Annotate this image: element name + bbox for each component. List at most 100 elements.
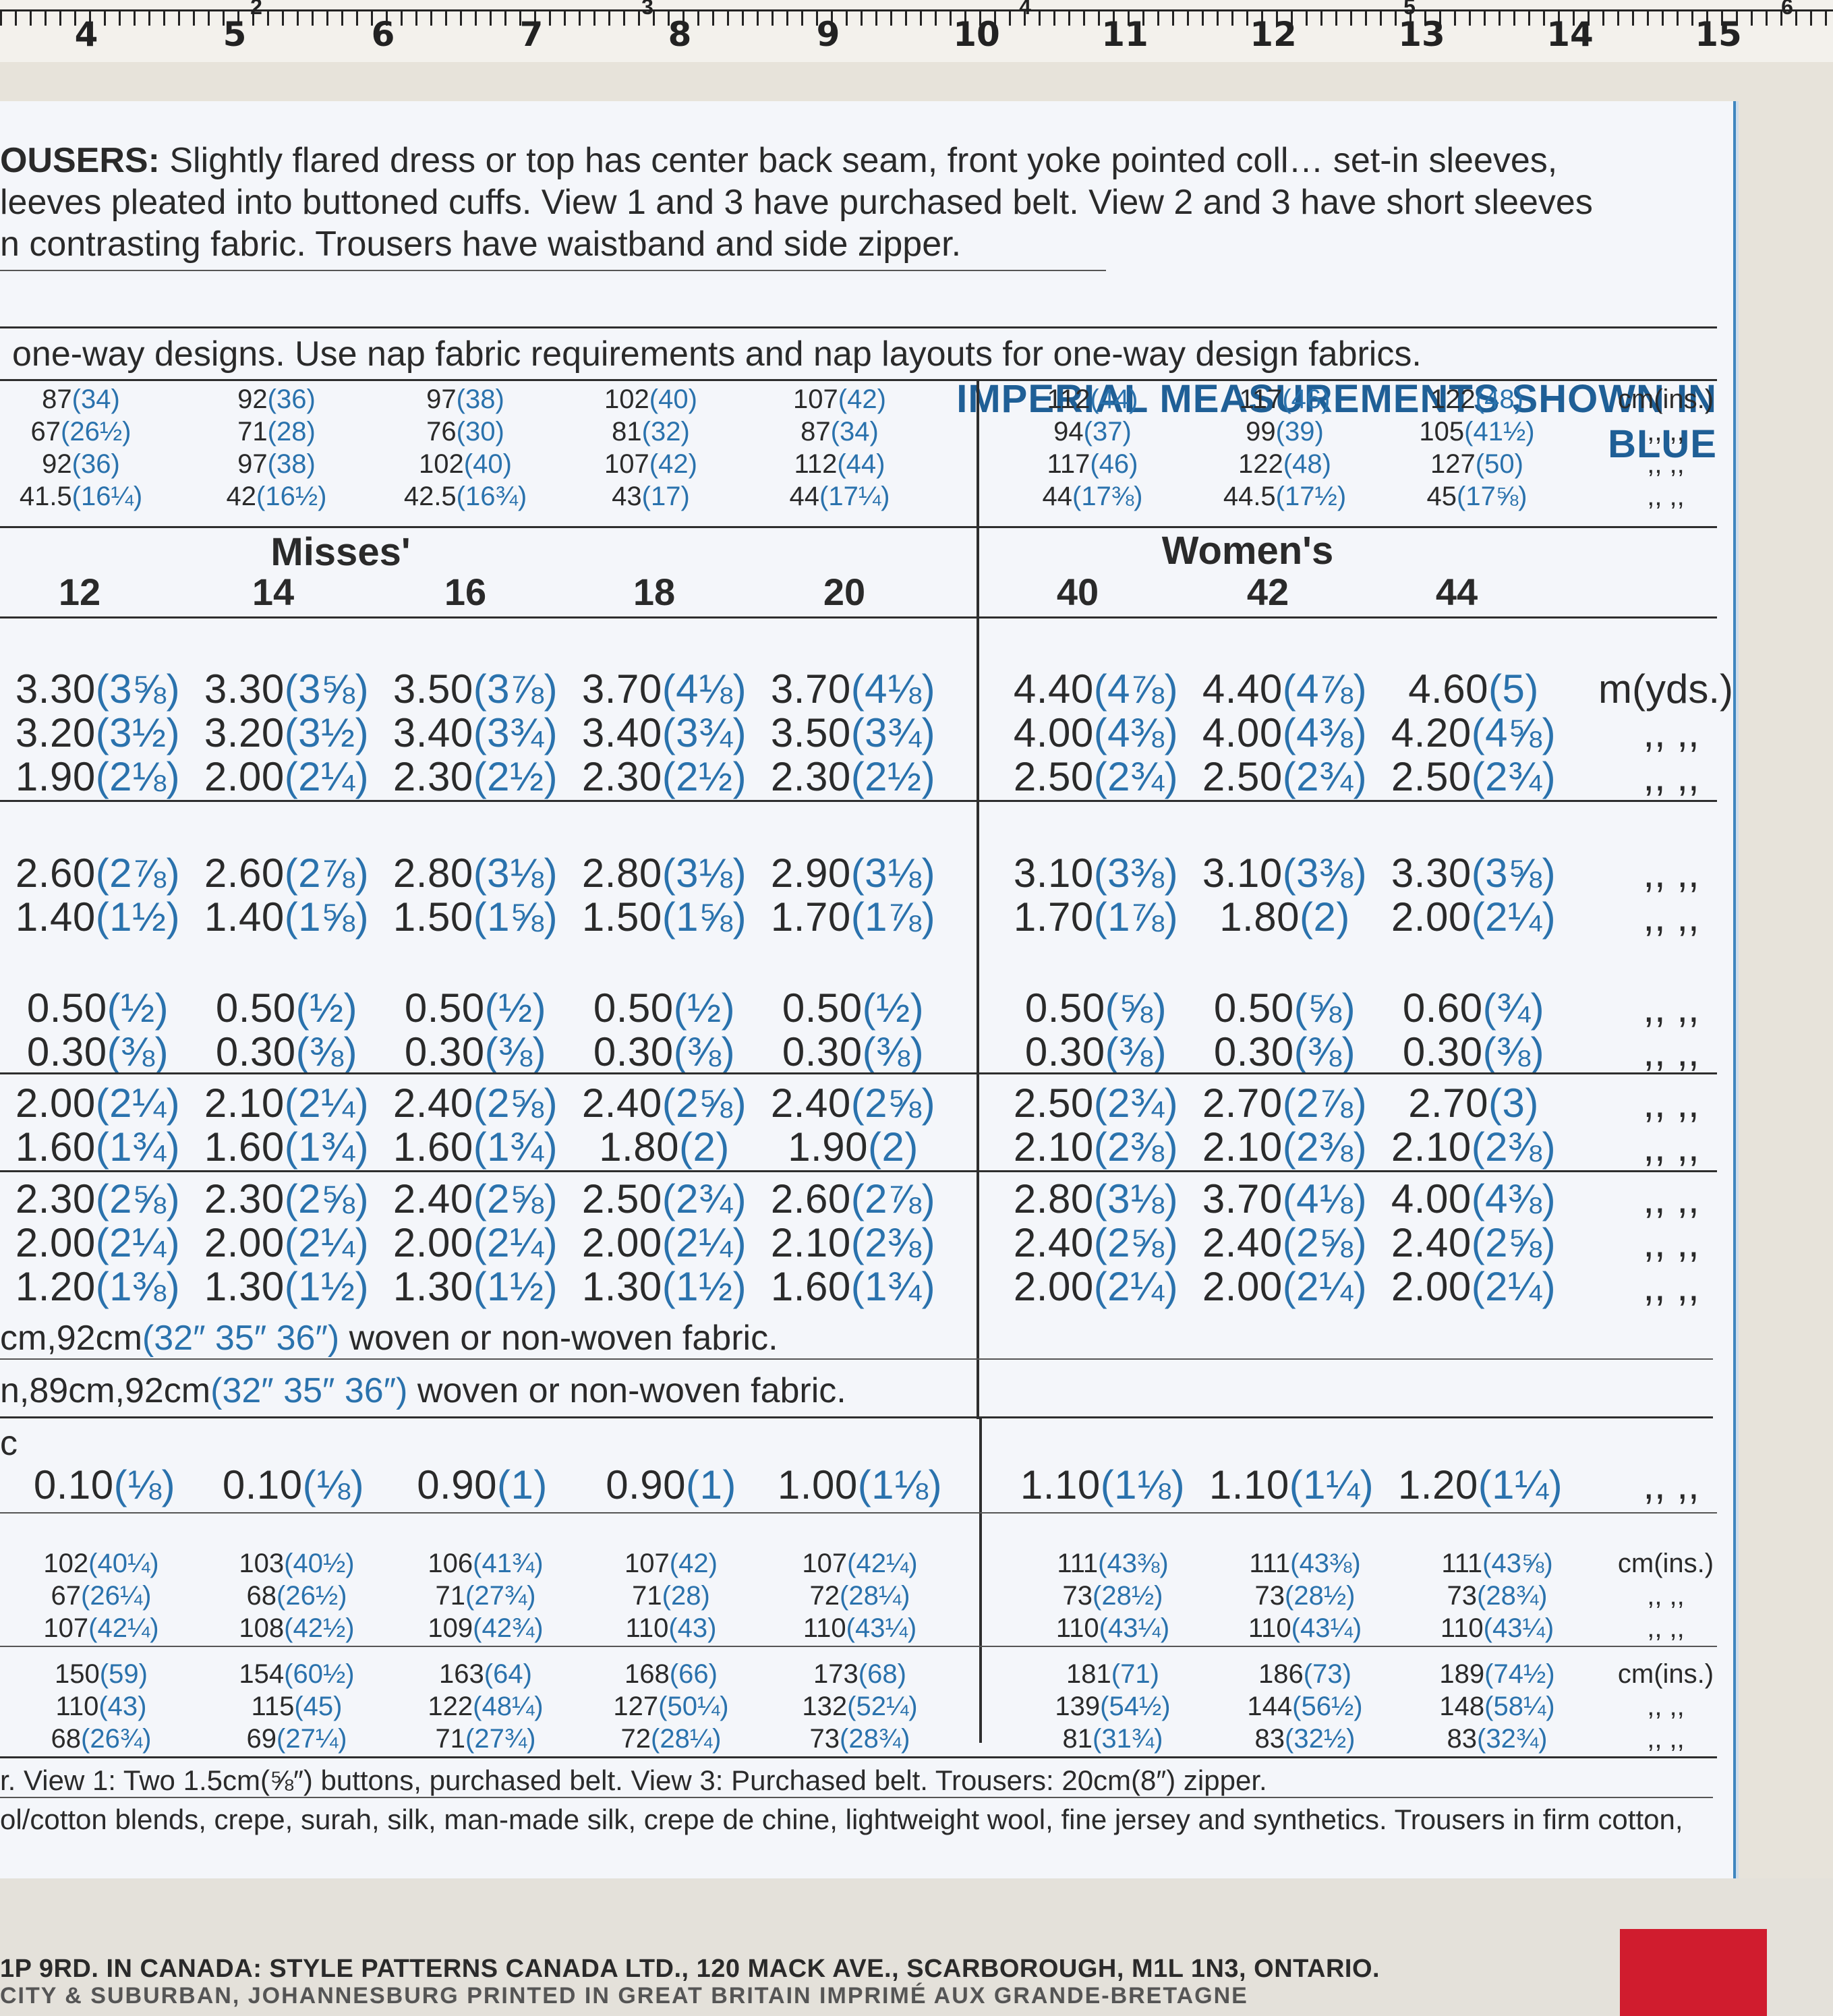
metric-value: 127 <box>613 1692 659 1721</box>
ruler-tick <box>59 9 61 26</box>
metric-value: 103 <box>239 1549 285 1578</box>
interfacing-2-metric: n,89cm,92cm <box>0 1371 211 1410</box>
imperial-value: (⅜) <box>1482 1029 1545 1074</box>
measurement-value: 127(50¼) <box>613 1693 728 1720</box>
metric-value: 2.00 <box>1013 1264 1094 1309</box>
measurement-value: 1.10(1⅛) <box>1020 1465 1185 1505</box>
metric-value: 71 <box>237 417 268 447</box>
measurement-value: 110(43¼) <box>1056 1615 1169 1642</box>
ruler-tick <box>371 9 373 26</box>
metric-value: 1.70 <box>770 894 851 940</box>
measurement-value: 1.60(1¾) <box>16 1127 180 1168</box>
metric-value: 139 <box>1055 1692 1101 1721</box>
imperial-value: (28¼) <box>840 1581 910 1611</box>
measurement-value: 68(26½) <box>247 1582 347 1609</box>
imperial-value: (3⅝) <box>95 666 181 712</box>
measurement-value: 3.30(3⅝) <box>16 669 180 710</box>
unit-label: ,, ,, <box>1643 1081 1699 1126</box>
imperial-value: (42) <box>649 449 697 479</box>
metric-value: 2.00 <box>204 1220 285 1265</box>
imperial-value: (16¾) <box>456 482 527 511</box>
ruler-tick <box>1632 9 1634 26</box>
ruler-tick <box>1246 9 1248 26</box>
imperial-value: (2½) <box>850 754 936 799</box>
ruler-tick <box>1424 9 1426 26</box>
imperial-value: (1¾) <box>850 1264 936 1309</box>
metric-value: 2.40 <box>392 1081 473 1126</box>
imperial-value: (2¼) <box>284 754 370 799</box>
metric-value: 107 <box>793 384 838 414</box>
ruler-tick <box>1291 9 1293 26</box>
ruler-tick <box>1098 9 1100 26</box>
ruler-number: 13 <box>1398 15 1445 54</box>
divider <box>0 1646 1717 1647</box>
imperial-value: (42) <box>838 384 886 414</box>
measurement-value: 97(38) <box>426 386 504 413</box>
measurement-value: 4.60(5) <box>1408 669 1539 710</box>
imperial-value: (48¼) <box>473 1692 544 1721</box>
imperial-value: (30) <box>456 417 504 447</box>
metric-value: 2.40 <box>581 1081 662 1126</box>
ruler-tick <box>1187 9 1189 26</box>
imperial-value: (2⅝) <box>95 1176 181 1221</box>
interfacing-1-metric: cm,92cm <box>0 1319 142 1358</box>
measurement-value: 127(50) <box>1430 451 1523 478</box>
measurement-value: 0.90(1) <box>417 1465 548 1505</box>
measurement-value: 0.30(⅜) <box>1403 1032 1544 1072</box>
metric-value: 112 <box>794 449 838 479</box>
metric-value: 127 <box>1430 449 1476 479</box>
metric-value: 1.60 <box>204 1124 285 1170</box>
ruler-number: 15 <box>1695 15 1742 54</box>
measurement-value: 43(17) <box>612 483 690 510</box>
metric-value: 110 <box>625 1613 669 1643</box>
measurement-value: 2.80(3⅛) <box>582 853 747 894</box>
imperial-value: (2⅝) <box>1471 1220 1556 1265</box>
metric-value: 0.90 <box>417 1462 497 1507</box>
imperial-value: (28¾) <box>840 1724 910 1754</box>
unit-label: ,, ,, <box>1643 851 1699 896</box>
metric-value: 2.60 <box>15 851 96 896</box>
measurement-value: 1.60(1¾) <box>204 1127 369 1168</box>
imperial-value: (2) <box>678 1124 730 1170</box>
measurement-value: 3.40(3¾) <box>582 713 747 753</box>
imperial-value: (1¾) <box>473 1124 558 1170</box>
imperial-value: (43¼) <box>1483 1613 1554 1643</box>
size-heading: 40 <box>1056 571 1099 613</box>
metric-value: 94 <box>1053 417 1084 447</box>
imperial-value: (41½) <box>1464 417 1535 447</box>
measurement-value: 2.50(2¾) <box>1202 757 1367 797</box>
measurement-value: 107(42¼) <box>43 1615 158 1642</box>
imperial-value: (2⅝) <box>1282 1220 1368 1265</box>
metric-value: 111 <box>1249 1549 1291 1578</box>
ruler-edge <box>0 0 1833 11</box>
metric-value: 2.00 <box>1391 894 1472 940</box>
measurement-value: 3.10(3⅜) <box>1014 853 1178 894</box>
measurement-value: 2.90(3⅛) <box>771 853 935 894</box>
measurement-value: 0.30(⅜) <box>782 1032 924 1072</box>
measurement-value: 1.00(1⅛) <box>778 1465 942 1505</box>
measurement-value: 0.90(1) <box>606 1465 736 1505</box>
ruler-inch-number: 4 <box>1019 0 1031 19</box>
metric-value: 69 <box>246 1724 277 1754</box>
metric-value: 2.00 <box>1391 1264 1472 1309</box>
nap-note: one-way designs. Use nap fabric requirem… <box>12 335 1422 374</box>
ruler-number: 4 <box>74 15 98 54</box>
ruler-tick <box>772 9 774 26</box>
unit-label: ,, ,, <box>1643 710 1699 755</box>
imperial-value: (26½) <box>277 1581 347 1611</box>
metric-value: 2.70 <box>1202 1081 1283 1126</box>
interfacing-2-desc: woven or non-woven fabric. <box>407 1371 846 1410</box>
measurement-sheet: OUSERS: Slightly flared dress or top has… <box>0 101 1736 1878</box>
measurement-value: 0.50(½) <box>782 988 924 1029</box>
metric-value: 44 <box>1042 482 1073 511</box>
divider <box>0 616 1717 618</box>
imperial-value: (1) <box>685 1462 736 1507</box>
metric-value: 2.70 <box>1408 1081 1488 1126</box>
measurement-value: 132(52¼) <box>802 1693 917 1720</box>
measurement-value: 2.50(2¾) <box>1014 757 1178 797</box>
measurement-value: 81(31¾) <box>1063 1725 1163 1752</box>
ruler-tick <box>1528 9 1530 26</box>
measurement-value: 3.40(3¾) <box>393 713 558 753</box>
metric-value: 106 <box>428 1549 473 1578</box>
metric-value: 1.80 <box>1219 894 1300 940</box>
